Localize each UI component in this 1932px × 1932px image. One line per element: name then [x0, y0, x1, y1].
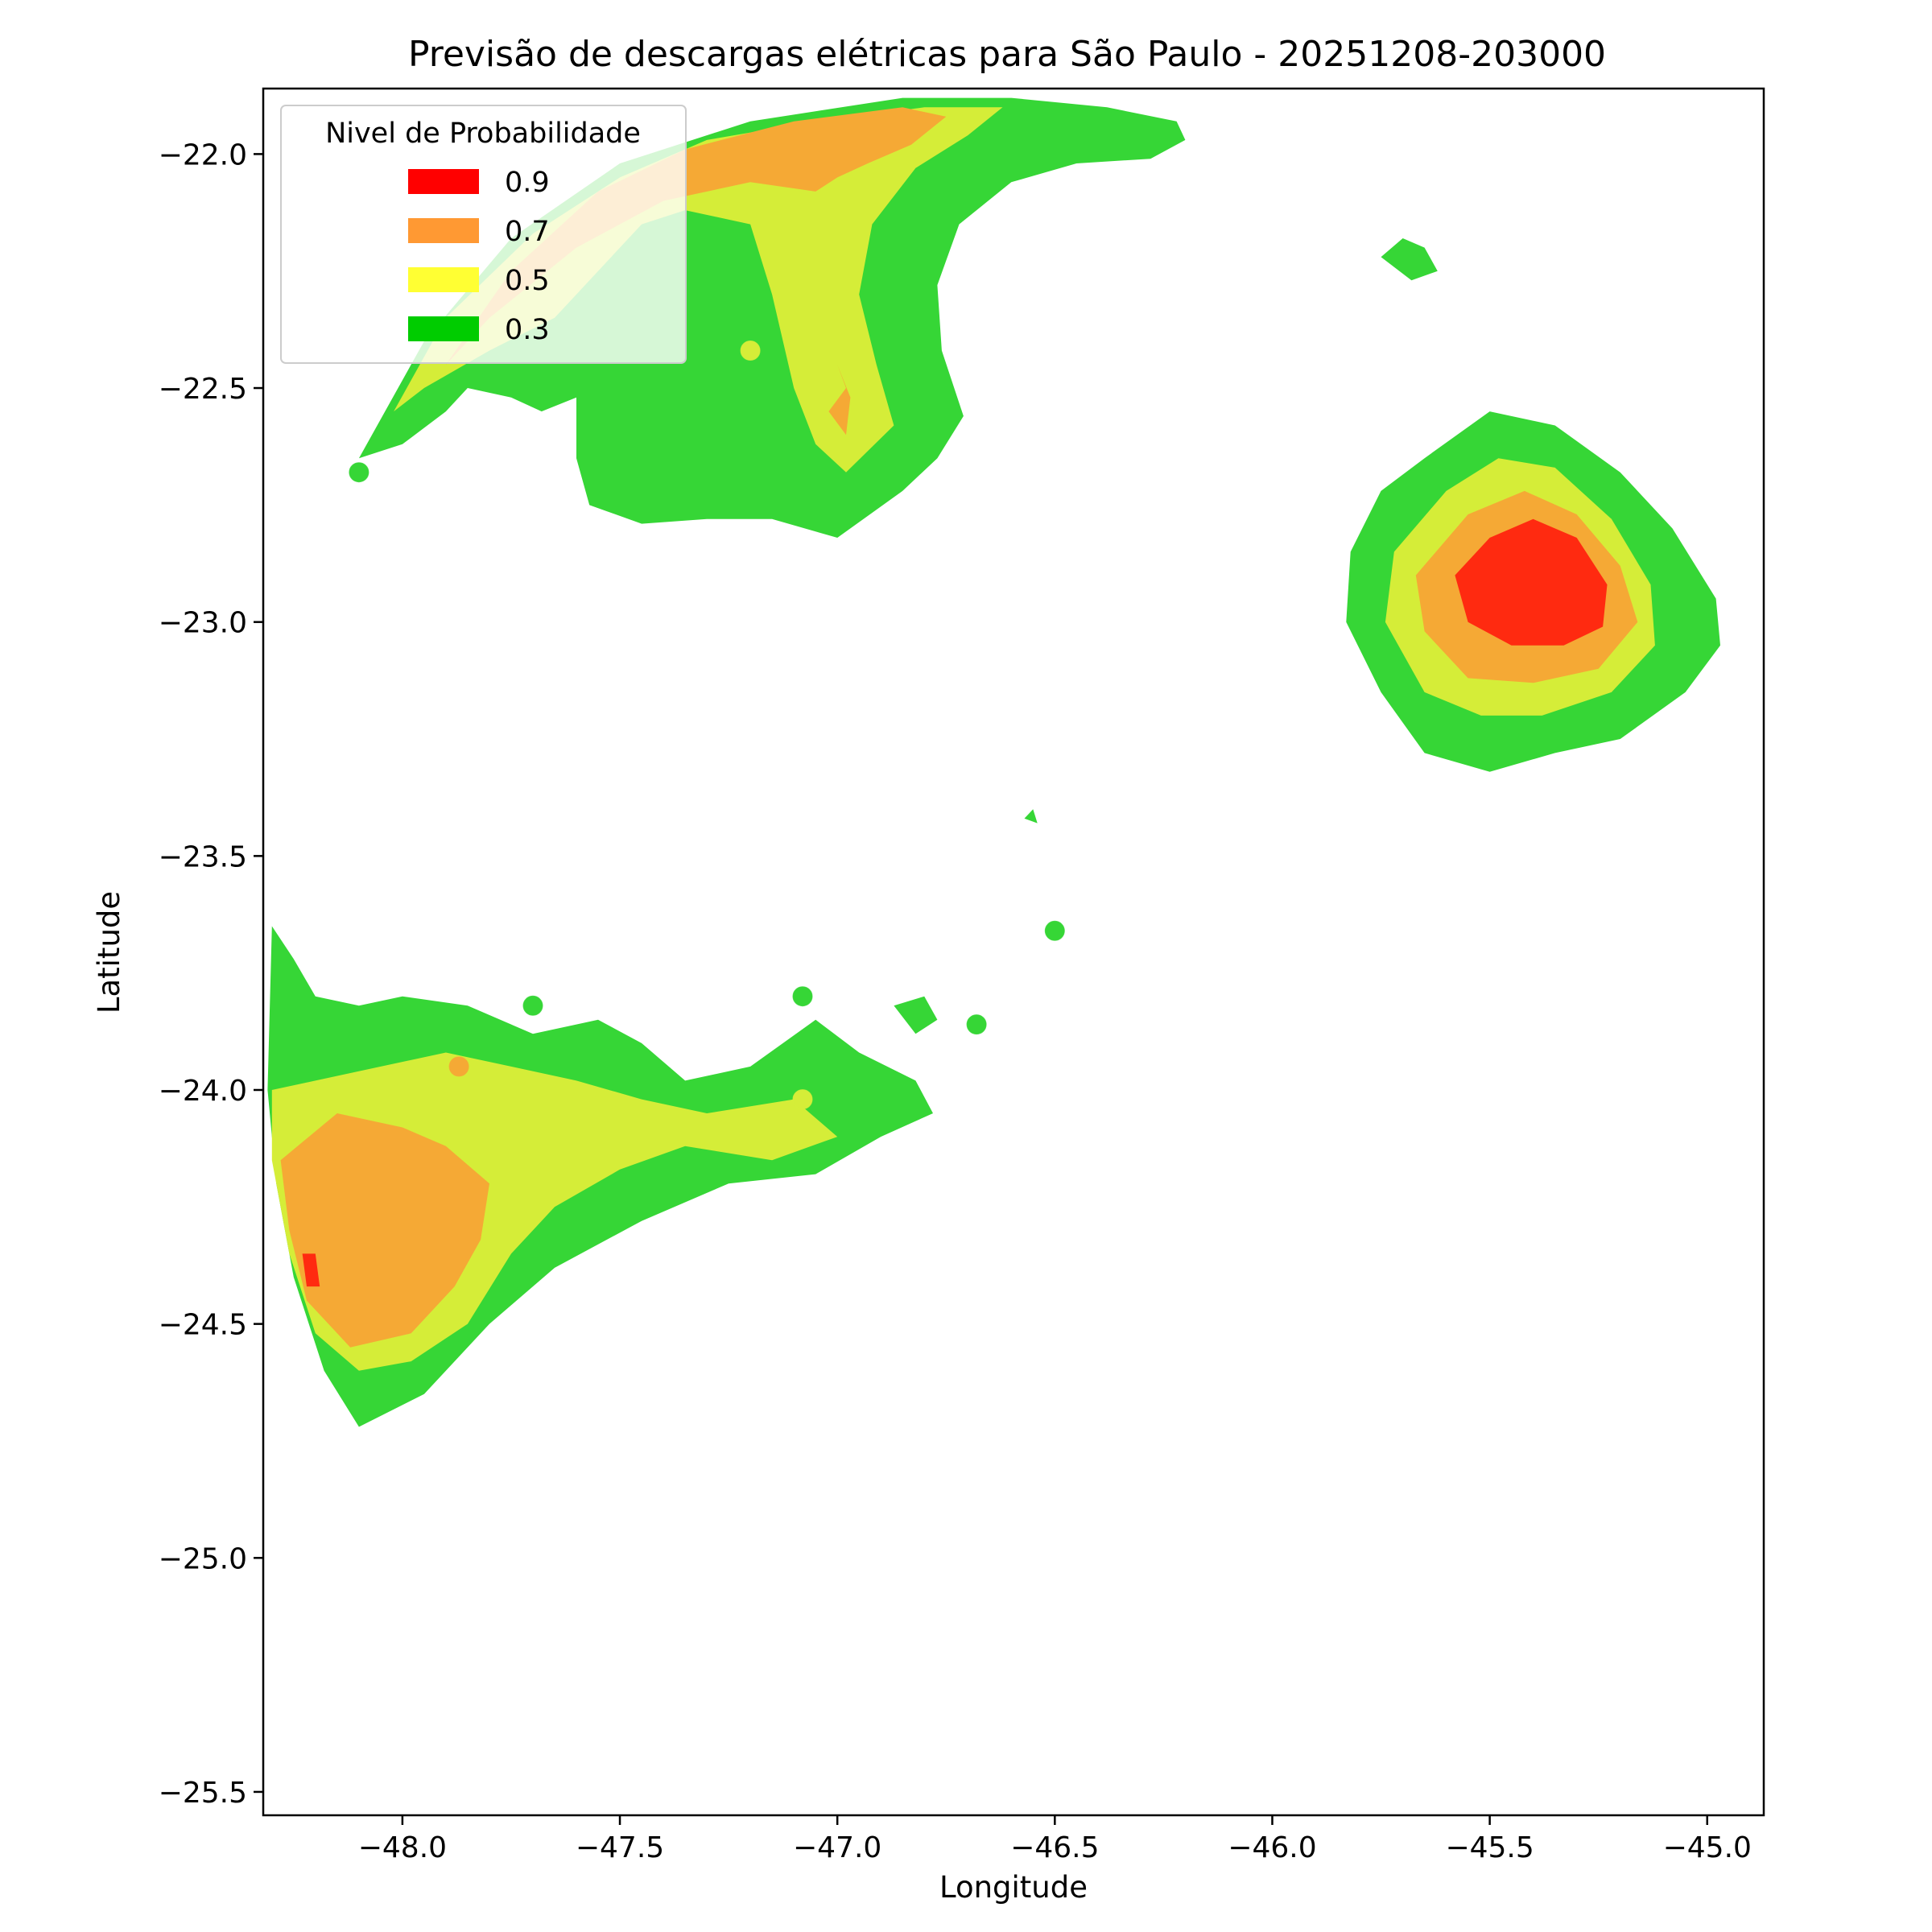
legend-entry-label: 0.5	[505, 265, 550, 297]
y-axis-label: Latitude	[92, 891, 126, 1013]
contour-level-0-5	[394, 107, 1003, 473]
y-tick-label: −23.0	[159, 607, 247, 640]
contour-level-0-9	[302, 1253, 320, 1287]
x-tick-label: −47.5	[576, 1831, 664, 1864]
legend-entry-label: 0.7	[505, 216, 550, 248]
observation-point	[448, 1056, 469, 1077]
x-tick-label: −46.0	[1228, 1831, 1316, 1864]
observation-points	[349, 341, 1065, 1110]
y-tick-label: −24.0	[159, 1075, 247, 1108]
contour-regions	[267, 97, 1720, 1427]
y-tick-label: −24.5	[159, 1309, 247, 1342]
legend-swatch	[408, 267, 479, 292]
region-east-fragment	[1381, 238, 1438, 281]
observation-point	[792, 1089, 813, 1110]
legend-frame	[280, 105, 687, 364]
y-tick-label: −22.5	[159, 373, 247, 406]
plot-area	[262, 87, 1765, 1817]
region-south-fragment-b	[1024, 809, 1038, 824]
observation-point	[966, 1014, 987, 1035]
legend-entry-label: 0.9	[505, 167, 550, 199]
contour-level-0-3	[1381, 238, 1438, 281]
x-tick-label: −45.0	[1663, 1831, 1752, 1864]
legend-swatch	[408, 218, 479, 243]
observation-point	[522, 995, 543, 1016]
legend-swatch	[408, 169, 479, 194]
chart-title: Previsão de descargas elétricas para São…	[408, 34, 1606, 75]
plot-frame	[262, 87, 1765, 1817]
contour-level-0-3	[894, 996, 938, 1034]
contour-level-0-7	[828, 365, 851, 436]
region-south-west-band	[267, 926, 933, 1427]
legend-title: Nivel de Probabilidade	[325, 118, 641, 150]
y-tick-label: −25.5	[159, 1777, 247, 1810]
contour-level-0-7	[280, 1113, 489, 1348]
observation-point	[1044, 920, 1065, 941]
legend: Nivel de Probabilidade 0.9 0.7 0.5 0.3	[280, 105, 687, 364]
region-east-cell	[1346, 411, 1720, 772]
contour-level-0-3	[1024, 809, 1038, 824]
y-tick-label: −25.0	[159, 1542, 247, 1575]
y-axis: −22.0 −22.5 −23.0 −23.5 −24.0 −24.5 −25.0 −25.5	[159, 138, 263, 1810]
x-axis-label: Longitude	[939, 1870, 1088, 1905]
observation-point	[349, 462, 369, 483]
legend-entries: 0.9 0.7 0.5 0.3	[408, 167, 550, 346]
y-tick-label: −23.5	[159, 840, 247, 873]
legend-entry-label: 0.3	[505, 314, 550, 346]
x-tick-label: −47.0	[793, 1831, 881, 1864]
x-tick-label: −45.5	[1445, 1831, 1534, 1864]
contour-level-0-7	[445, 107, 947, 365]
observation-point	[740, 341, 761, 361]
x-axis: −48.0 −47.5 −47.0 −46.5 −46.0 −45.5 −45.0	[358, 1815, 1752, 1864]
y-tick-label: −22.0	[159, 138, 247, 171]
observation-point	[792, 986, 813, 1007]
x-tick-label: −48.0	[358, 1831, 447, 1864]
contour-level-0-9	[1455, 518, 1608, 646]
legend-swatch	[408, 316, 479, 341]
x-tick-label: −46.5	[1010, 1831, 1099, 1864]
region-south-fragment-a	[894, 996, 938, 1034]
